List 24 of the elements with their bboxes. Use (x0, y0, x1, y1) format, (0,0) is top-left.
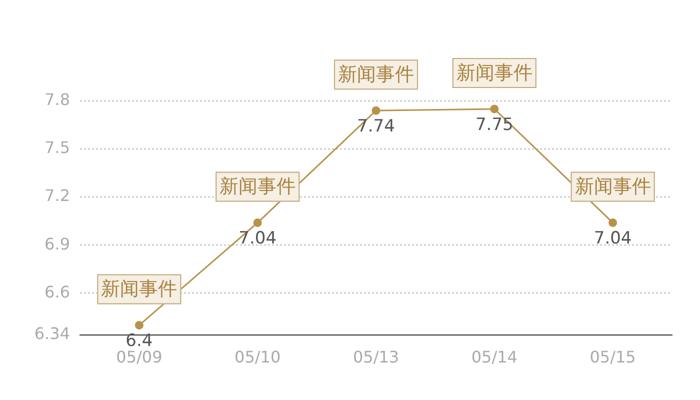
annotation: 新闻事件 (456, 62, 532, 84)
y-tick-label: 7.2 (44, 186, 70, 206)
x-tick-label: 05/15 (590, 348, 636, 367)
annotation: 新闻事件 (338, 64, 414, 86)
annotation: 新闻事件 (101, 278, 178, 300)
annotation: 新闻事件 (574, 176, 651, 198)
x-tick-label: 05/14 (471, 348, 518, 367)
point (608, 218, 618, 227)
point (372, 106, 380, 115)
data-label: 7.04 (594, 228, 632, 249)
y-tick-label: 6.34 (34, 324, 70, 343)
y-tick-label: 6.9 (44, 234, 70, 254)
data-label: 7.04 (238, 228, 277, 249)
x-tick-label: 05/10 (234, 348, 281, 367)
annotation: 新闻事件 (220, 176, 296, 198)
point (134, 320, 144, 330)
data-label: 7.74 (357, 116, 395, 137)
y-tick-label: 7.5 (44, 138, 70, 158)
data-label: 7.75 (475, 114, 514, 135)
y-tick-label: 6.6 (44, 282, 70, 302)
point (490, 104, 499, 114)
y-tick-label: 7.8 (44, 90, 70, 110)
x-tick-label: 05/13 (352, 348, 400, 367)
point (253, 218, 262, 227)
